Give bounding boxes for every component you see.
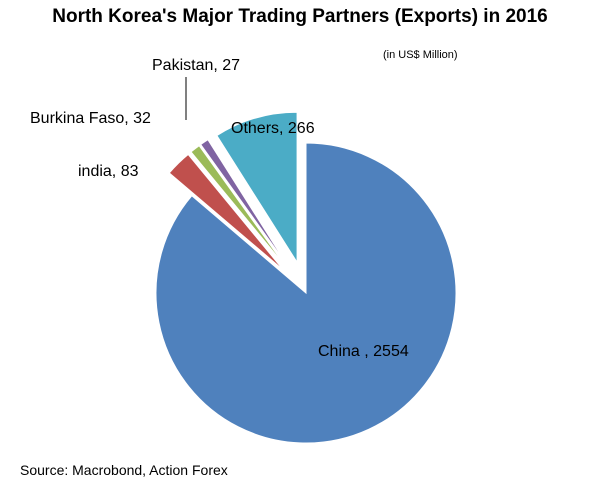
pie-slice-burkina-faso	[190, 144, 287, 268]
slice-label-burkina-faso: Burkina Faso, 32	[30, 110, 151, 127]
units-note: (in US$ Million)	[383, 49, 458, 61]
pie-slice-china	[155, 142, 457, 444]
slice-label-china: China , 2554	[318, 343, 409, 360]
slice-label-others: Others, 266	[231, 120, 315, 137]
pie-slice-pakistan	[200, 139, 289, 267]
pie-slice-others	[216, 111, 298, 264]
pie-slice-india	[168, 153, 284, 271]
slice-label-pakistan: Pakistan, 27	[152, 57, 240, 74]
slice-label-india: india, 83	[78, 163, 139, 180]
chart-title: North Korea's Major Trading Partners (Ex…	[52, 6, 548, 27]
source-note: Source: Macrobond, Action Forex	[20, 462, 228, 478]
